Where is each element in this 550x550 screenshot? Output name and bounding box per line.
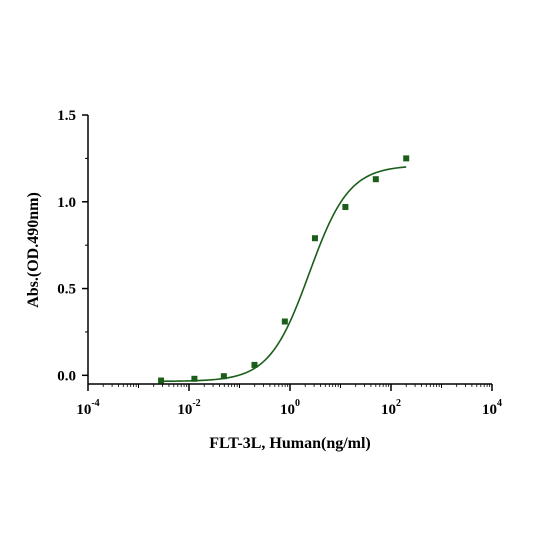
y-axis-title: Abs.(OD.490nm) [25, 192, 42, 308]
data-point [372, 176, 379, 183]
data-point [281, 318, 288, 325]
data-point [311, 235, 318, 242]
data-point [220, 373, 227, 380]
y-tick-label: 0.5 [57, 282, 76, 298]
x-tick-label: 104 [482, 398, 502, 418]
x-axis-title: FLT-3L, Human(ng/ml) [209, 435, 371, 452]
data-points [158, 155, 410, 384]
fit-curve [161, 166, 407, 383]
data-point [251, 361, 258, 368]
data-point [191, 375, 198, 382]
x-tick-label: 10-2 [177, 398, 200, 418]
data-point [403, 155, 410, 162]
y-tick-label: 1.0 [57, 195, 76, 211]
y-tick-label: 0.0 [57, 368, 76, 384]
y-tick-label: 1.5 [57, 108, 76, 124]
x-tick-label: 102 [381, 398, 401, 418]
fit-curve-layer [161, 166, 407, 383]
data-point [342, 203, 349, 210]
data-point [158, 377, 165, 384]
x-tick-label: 100 [280, 398, 300, 418]
axes: 0.0 0.5 1.0 1.5 10-4 10-2 100 102 104 [57, 108, 502, 418]
x-tick-label: 10-4 [76, 398, 99, 418]
